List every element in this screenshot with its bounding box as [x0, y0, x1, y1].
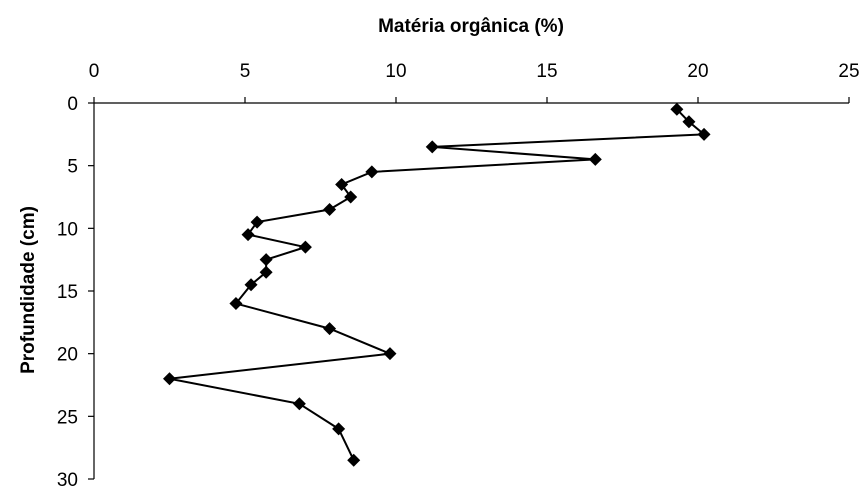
- y-tick-label: 30: [57, 470, 78, 486]
- data-point-marker: [697, 127, 711, 141]
- data-point-marker: [332, 422, 346, 436]
- y-axis-title: Profundidade (cm): [18, 206, 39, 374]
- data-point-marker: [259, 253, 273, 267]
- y-tick-label: 5: [67, 157, 78, 178]
- x-tick-label: 15: [536, 61, 557, 82]
- y-tick-label: 0: [67, 94, 78, 115]
- x-tick-label: 25: [838, 61, 859, 82]
- x-tick-label: 0: [89, 61, 100, 82]
- data-point-marker: [241, 228, 255, 242]
- data-point-marker: [670, 102, 684, 116]
- data-point-marker: [335, 177, 349, 191]
- data-point-marker: [383, 347, 397, 361]
- data-point-marker: [292, 397, 306, 411]
- series-line: [169, 108, 707, 461]
- data-point-marker: [682, 115, 696, 129]
- y-tick-label: 25: [57, 407, 78, 428]
- data-point-marker: [344, 190, 358, 204]
- data-point-marker: [323, 322, 337, 336]
- data-point-marker: [163, 372, 176, 386]
- data-point-marker: [259, 265, 273, 279]
- data-point-marker: [244, 278, 258, 292]
- data-point-marker: [323, 203, 337, 217]
- x-axis-ticks: 0 5 10 15 20 25: [89, 61, 860, 103]
- y-tick-label: 20: [57, 345, 78, 366]
- x-tick-label: 10: [385, 61, 406, 82]
- y-tick-label: 15: [57, 282, 78, 303]
- data-markers: [163, 102, 711, 467]
- data-point-marker: [250, 215, 264, 229]
- x-axis-title: Matéria orgânica (%): [378, 16, 564, 37]
- data-point-marker: [229, 297, 243, 311]
- x-tick-label: 20: [687, 61, 708, 82]
- y-tick-label: 10: [57, 219, 78, 240]
- data-point-marker: [588, 152, 602, 166]
- data-point-marker: [425, 140, 439, 154]
- y-axis-ticks: 0 5 10 15 20 25 30: [57, 94, 94, 486]
- data-point-marker: [365, 165, 379, 179]
- data-point-marker: [298, 240, 312, 254]
- data-point-marker: [347, 453, 361, 467]
- x-tick-label: 5: [240, 61, 251, 82]
